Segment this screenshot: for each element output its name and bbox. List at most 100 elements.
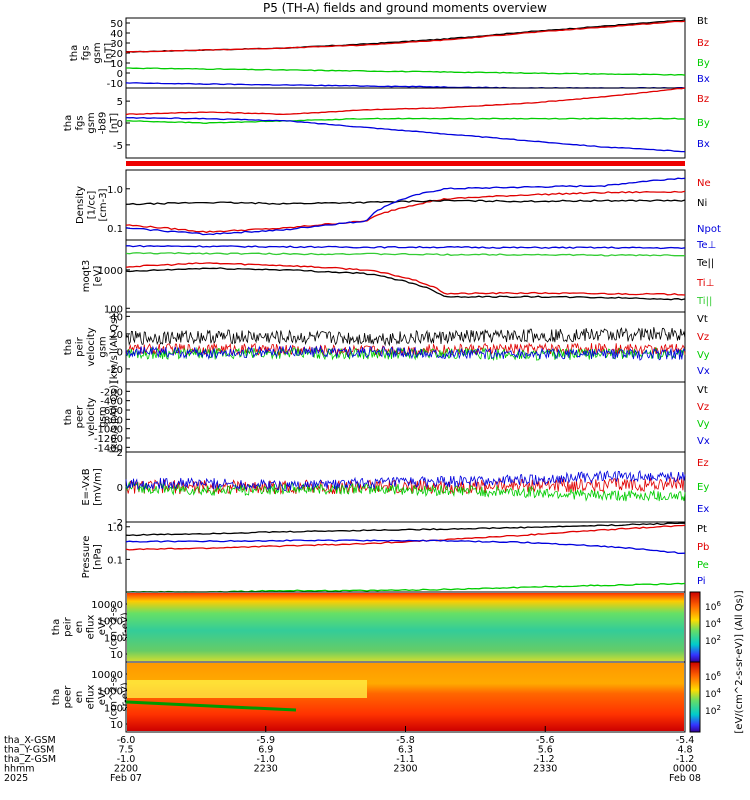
y-tick-label: -1200 [94,434,123,445]
x-axis-labels: tha_X-GSM -6.0 -5.9 -5.8 -5.6 -5.4 tha_Y-GSM 7.… [4,726,701,784]
y-tick-label: 10 [110,59,123,70]
panel-frame [125,239,686,313]
series-line [125,87,686,116]
y-tick-label: 100 [104,304,123,315]
legend-label: Vx [697,366,710,377]
panel-8: Pressure [nPa]1.0 0.1 Pt Pb Pe Pi [81,521,709,593]
legend-label: Ti⊥ [696,278,714,289]
x-tick-label: -5.6 [536,735,555,746]
series-line [125,327,686,347]
colorbar: 106 104 102 106 104 102 [eV/(cm^2-s-sr-eV)] (A… [689,590,745,734]
panel-3: Density [1/cc] [cm-3]1.0 0.1 Ne Ni Npot [75,169,721,241]
x-row-label: tha_Z-GSM [4,754,56,765]
panel-frame [125,381,686,453]
y-tick-label: -1400 [94,443,123,454]
x-tick-label: 0000 [673,764,697,775]
legend-label: Bx [697,139,710,150]
x-tick-label: 2230 [254,764,278,775]
x-tick-label: 2200 [114,764,138,775]
y-tick-label: 40 [110,312,123,323]
y-tick-label: 10000 [91,600,123,611]
y-tick-label: 5 [117,97,123,108]
y-tick-label: 10000 [91,670,123,681]
x-tick-label: 4.8 [677,745,692,756]
series-line [125,199,686,206]
y-tick-label: 20 [110,49,123,60]
y-axis-label: E=-VxB [81,468,92,505]
y-axis-label: eflux [86,685,97,710]
panel-6: tha peer velocity gsm [km/s](All Qs)]-200-40… [63,381,710,455]
legend-label: Bx [697,74,710,85]
y-tick-label: -200 [100,387,123,398]
y-tick-label: -800 [100,415,123,426]
legend-label: Pe [697,560,709,571]
y-axis-label: [nPa] [93,544,104,570]
y-axis-label: fgs [81,45,92,60]
colorbar-tick: 106 [705,600,721,613]
y-tick-label: -10 [107,79,123,90]
series-line [125,481,686,502]
legend-label: By [697,58,710,69]
legend-label: Ey [697,482,709,493]
y-tick-label: 1000 [98,617,123,628]
spectrogram-band [127,680,367,698]
spectrogram-feature [125,700,297,712]
y-tick-label: -2 [113,518,123,529]
separator-bar [126,161,685,166]
series-line [126,582,686,593]
y-tick-label: 1.0 [107,523,123,534]
y-tick-label: 100 [104,633,123,644]
legend-label: Vy [697,350,710,361]
series-line [125,19,686,53]
panel-frame [125,169,686,241]
legend-label: Vz [697,402,709,413]
y-axis-label: [nT] [109,113,120,133]
panel-frame [125,17,686,89]
y-tick-label: 0 [117,347,123,358]
series-line [125,116,685,153]
x-tick-label: 6.3 [398,745,413,756]
colorbar-tick: 102 [705,704,721,717]
colorbar-label: [eV/(cm^2-s-sr-eV)] (All Qs)] [734,590,745,733]
x-tick-label: -1.0 [256,754,275,765]
y-axis-label: tha [51,619,62,635]
legend-label: Ti|| [696,296,712,307]
x-tick-label: -1.1 [396,754,415,765]
panel-10: tha peer en eflux eV/(cm^2-s-sr-eV)10000 1000… [51,661,686,733]
y-tick-label: 0 [117,119,123,130]
y-axis-label: moqt3 [81,260,92,293]
x-row-label: tha_Y-GSM [4,745,54,756]
y-axis-label: gsm [98,336,109,357]
y-tick-label: -1000 [94,425,123,436]
series-line [125,522,686,537]
y-axis-label: gsm [92,42,103,63]
series-line [126,244,686,250]
y-axis-label: velocity [86,397,97,436]
series-line [125,82,686,89]
y-axis-label: peir [75,336,86,356]
y-tick-label: 40 [110,29,123,40]
series-line [125,262,686,296]
legend-label: Pt [697,524,707,535]
panel-frame [125,311,686,383]
y-axis-label: tha [69,45,80,61]
x-tick-label: 5.6 [538,745,553,756]
legend-label: Bz [697,94,709,105]
series-line [125,539,686,555]
y-axis-label: gsm [86,112,97,133]
y-tick-label: 20 [110,330,123,341]
x-tick-label: 7.5 [118,745,133,756]
legend-label: Vx [697,436,710,447]
series-line [125,470,686,492]
legend-label: Npot [697,224,721,235]
x-tick-label: -6.0 [117,735,136,746]
x-tick-label: 6.9 [258,745,273,756]
y-axis-label: peir [63,616,74,636]
x-row-label: hhmm [4,764,35,775]
legend-label: Ex [697,504,709,515]
y-tick-label: 10 [110,650,123,661]
y-tick-label: -600 [100,406,123,417]
spectrogram [127,593,684,661]
